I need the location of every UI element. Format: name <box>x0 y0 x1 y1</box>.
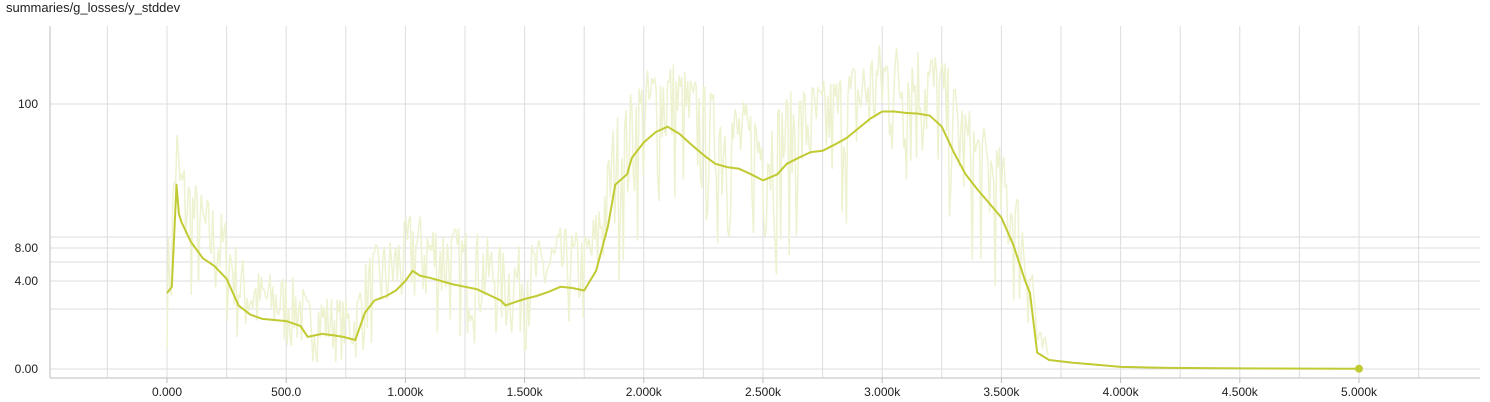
x-tick-label: 3.000k <box>864 385 901 399</box>
y-tick-label: 8.00 <box>15 241 39 255</box>
x-tick-label: 5.000k <box>1341 385 1378 399</box>
tick-labels: 0.000 500.0 1.000k 1.500k 2.000k 2.500k 3.000k… <box>15 97 1378 399</box>
smoothed-series <box>166 110 1363 373</box>
raw-series <box>166 45 1049 363</box>
x-tick-label: 500.0 <box>271 385 301 399</box>
y-tick-label: 0.00 <box>15 362 39 376</box>
x-tick-label: 2.500k <box>745 385 782 399</box>
raw-series-line <box>166 45 1049 363</box>
x-tick-label: 3.500k <box>983 385 1020 399</box>
axes <box>49 26 1480 383</box>
series-endpoint-marker[interactable] <box>1355 364 1363 373</box>
gridlines <box>50 26 1480 378</box>
x-tick-label: 4.000k <box>1103 385 1140 399</box>
y-tick-label: 4.00 <box>15 274 39 288</box>
chart-title: summaries/g_losses/y_stddev <box>6 0 181 15</box>
x-tick-label: 1.000k <box>387 385 424 399</box>
x-tick-label: 0.000 <box>152 385 182 399</box>
y-tick-label: 100 <box>18 97 38 111</box>
x-tick-label: 2.000k <box>626 385 663 399</box>
smoothed-series-line <box>166 110 1360 370</box>
x-tick-label: 4.500k <box>1222 385 1259 399</box>
x-tick-label: 1.500k <box>507 385 544 399</box>
